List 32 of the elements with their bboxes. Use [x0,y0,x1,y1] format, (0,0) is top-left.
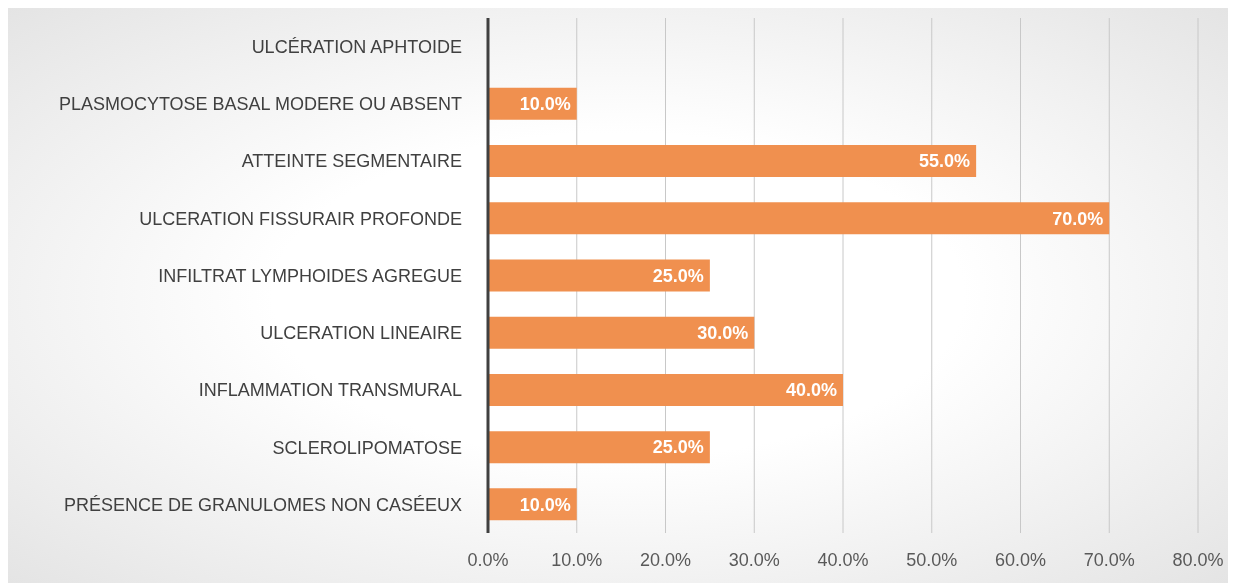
bar [488,373,843,406]
y-tick-label: SCLEROLIPOMATOSE [272,437,462,458]
data-label: 25.0% [652,265,704,286]
x-tick-label: 70.0% [1083,549,1135,570]
data-label: 10.0% [519,494,571,515]
data-label: 25.0% [652,437,704,458]
bar [488,145,977,178]
data-label: 30.0% [697,323,749,343]
x-tick-label: 10.0% [551,549,603,570]
y-tick-label: ULCERATION LINEAIRE [260,323,462,344]
x-tick-label: 0.0% [467,549,509,570]
y-tick-label: ULCERATION FISSURAIR PROFONDE [139,208,462,229]
y-tick-label: PRÉSENCE DE GRANULOMES NON CASÉEUX [63,494,462,515]
bar [488,316,755,349]
y-tick-label: INFLAMMATION TRANSMURAL [198,380,462,401]
data-label: 40.0% [785,380,837,401]
x-tick-label: 50.0% [906,549,958,570]
y-tick-label: ATTEINTE SEGMENTAIRE [241,151,462,172]
x-tick-label: 40.0% [817,549,869,570]
x-tick-label: 80.0% [1172,549,1224,570]
bar [488,202,1110,235]
x-tick-label: 30.0% [728,549,780,570]
data-label: 70.0% [1052,208,1104,229]
y-tick-label: ULCÉRATION APHTOIDE [251,37,462,57]
data-label: 55.0% [919,151,971,172]
x-tick-label: 20.0% [639,549,692,570]
bar [488,431,710,464]
data-label: 10.0% [519,94,571,115]
y-tick-label: INFILTRAT LYMPHOIDES AGREGUE [158,265,462,286]
bar [488,259,710,292]
y-tick-label: PLASMOCYTOSE BASAL MODERE OU ABSENT [58,94,462,115]
x-tick-label: 60.0% [994,549,1047,570]
